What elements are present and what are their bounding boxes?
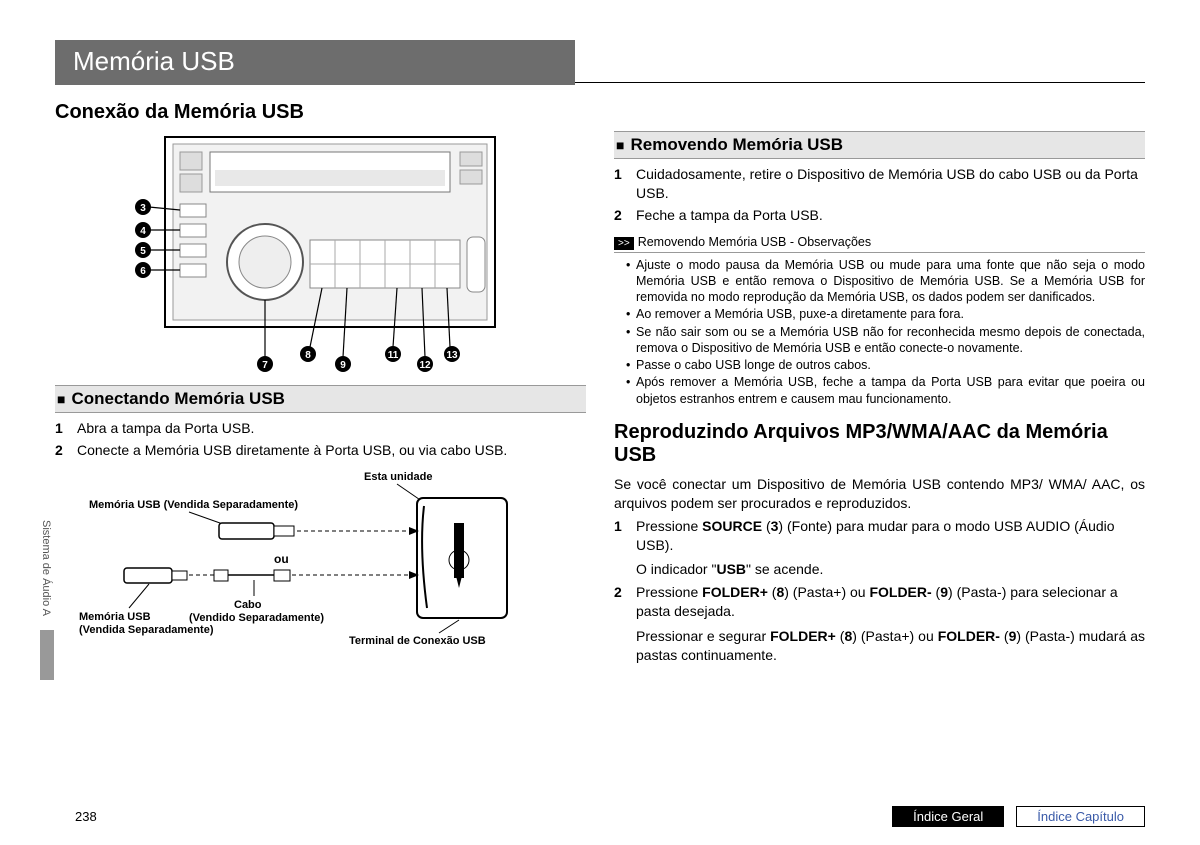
- index-general-button[interactable]: Índice Geral: [892, 806, 1004, 827]
- intro-paragraph: Se você conectar um Dispositivo de Memór…: [614, 475, 1145, 513]
- list-item: 1Cuidadosamente, retire o Dispositivo de…: [614, 165, 1145, 203]
- step-text: Pressione SOURCE (3) (Fonte) para mudar …: [636, 517, 1145, 555]
- svg-text:(Vendido Separadamente): (Vendido Separadamente): [189, 612, 324, 624]
- svg-text:(Vendida Separadamente): (Vendida Separadamente): [79, 624, 214, 636]
- svg-text:Cabo: Cabo: [234, 599, 262, 611]
- content-columns: Conexão da Memória USB: [55, 95, 1145, 825]
- list-item: Após remover a Memória USB, feche a tamp…: [626, 374, 1145, 407]
- note-icon: >>: [614, 237, 634, 250]
- section-heading-playback: Reproduzindo Arquivos MP3/WMA/AAC da Mem…: [614, 421, 1145, 467]
- subsection-removing: Removendo Memória USB: [614, 131, 1145, 159]
- subsection-label: Conectando Memória USB: [71, 389, 284, 409]
- svg-text:11: 11: [388, 350, 399, 361]
- page-footer: 238 Índice Geral Índice Capítulo: [75, 806, 1145, 827]
- list-item: 2Feche a tampa da Porta USB.: [614, 206, 1145, 225]
- list-item: 2Pressione FOLDER+ (8) (Pasta+) ou FOLDE…: [614, 583, 1145, 621]
- step-note: Pressionar e segurar FOLDER+ (8) (Pasta+…: [636, 627, 1145, 665]
- connection-diagram: Esta unidade Memória USB (Vendida Separa…: [59, 468, 586, 651]
- radio-panel-diagram: 3 4 5 6 7 8 9 11 12 13: [125, 132, 586, 375]
- index-chapter-button[interactable]: Índice Capítulo: [1016, 806, 1145, 827]
- removing-steps: 1Cuidadosamente, retire o Dispositivo de…: [614, 165, 1145, 225]
- step-note: O indicador "USB" se acende.: [636, 560, 1145, 579]
- svg-text:9: 9: [340, 360, 346, 371]
- step-text: Pressione FOLDER+ (8) (Pasta+) ou FOLDER…: [636, 583, 1145, 621]
- playback-steps: 1Pressione SOURCE (3) (Fonte) para mudar…: [614, 517, 1145, 555]
- page-number: 238: [75, 809, 880, 824]
- list-item: Ao remover a Memória USB, puxe-a diretam…: [626, 306, 1145, 322]
- svg-text:4: 4: [140, 226, 146, 237]
- svg-text:ou: ou: [274, 552, 289, 566]
- right-column: Removendo Memória USB 1Cuidadosamente, r…: [614, 95, 1145, 825]
- section-heading: Conexão da Memória USB: [55, 101, 586, 124]
- svg-text:Memória USB: Memória USB: [79, 611, 151, 623]
- list-item: 1Pressione SOURCE (3) (Fonte) para mudar…: [614, 517, 1145, 555]
- chapter-header: Memória USB: [55, 40, 1145, 85]
- note-title: Removendo Memória USB - Observações: [638, 235, 871, 249]
- list-item: Se não sair som ou se a Memória USB não …: [626, 324, 1145, 357]
- left-column: Conexão da Memória USB: [55, 95, 586, 825]
- playback-steps-2: 2Pressione FOLDER+ (8) (Pasta+) ou FOLDE…: [614, 583, 1145, 621]
- side-tab-marker: [40, 630, 54, 680]
- svg-text:8: 8: [305, 350, 311, 361]
- svg-text:12: 12: [419, 360, 431, 371]
- manual-page: Memória USB Conexão da Memória USB: [0, 0, 1200, 845]
- svg-text:Memória USB (Vendida Separadam: Memória USB (Vendida Separadamente): [89, 499, 298, 511]
- connecting-steps: 1Abra a tampa da Porta USB. 2Conecte a M…: [55, 419, 586, 460]
- svg-text:Esta unidade: Esta unidade: [364, 471, 432, 483]
- svg-text:13: 13: [446, 350, 458, 361]
- list-item: 1Abra a tampa da Porta USB.: [55, 419, 586, 438]
- svg-text:7: 7: [262, 360, 268, 371]
- side-tab-label: Sistema de Áudio A: [40, 520, 52, 616]
- svg-text:5: 5: [140, 246, 146, 257]
- subsection-label: Removendo Memória USB: [630, 135, 843, 155]
- list-item: Ajuste o modo pausa da Memória USB ou mu…: [626, 257, 1145, 306]
- list-item: Passe o cabo USB longe de outros cabos.: [626, 357, 1145, 373]
- note-header: >> Removendo Memória USB - Observações: [614, 235, 1145, 253]
- note-bullets: Ajuste o modo pausa da Memória USB ou mu…: [614, 257, 1145, 407]
- svg-text:Terminal de Conexão USB: Terminal de Conexão USB: [349, 635, 486, 647]
- svg-text:3: 3: [140, 203, 146, 214]
- subsection-connecting: Conectando Memória USB: [55, 385, 586, 413]
- svg-text:6: 6: [140, 266, 146, 277]
- chapter-title: Memória USB: [55, 40, 575, 85]
- list-item: 2Conecte a Memória USB diretamente à Por…: [55, 441, 586, 460]
- chapter-rule: [575, 40, 1145, 83]
